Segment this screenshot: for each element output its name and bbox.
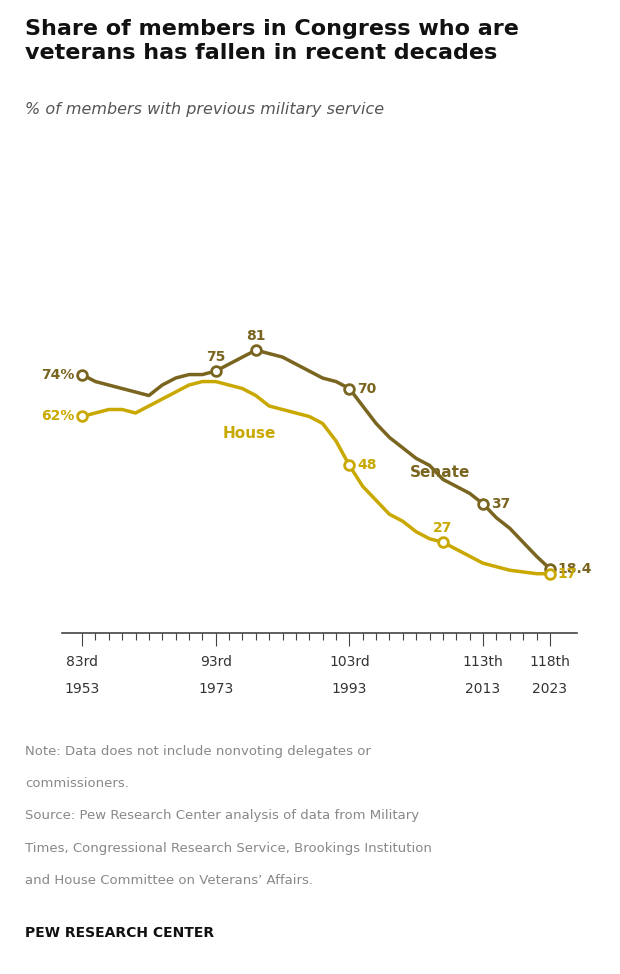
Text: 75: 75 — [206, 350, 226, 364]
Text: 2023: 2023 — [533, 682, 567, 695]
Text: 17: 17 — [558, 567, 577, 581]
Text: 2013: 2013 — [466, 682, 500, 695]
Text: 1953: 1953 — [64, 682, 100, 695]
Text: 1993: 1993 — [332, 682, 367, 695]
Text: Senate: Senate — [410, 465, 470, 480]
Text: and House Committee on Veterans’ Affairs.: and House Committee on Veterans’ Affairs… — [25, 874, 313, 886]
Text: 70: 70 — [357, 382, 376, 395]
Text: 62%: 62% — [41, 409, 74, 424]
Text: 93rd: 93rd — [200, 655, 232, 668]
Text: 83rd: 83rd — [66, 655, 98, 668]
Text: Share of members in Congress who are
veterans has fallen in recent decades: Share of members in Congress who are vet… — [25, 19, 519, 63]
Text: Source: Pew Research Center analysis of data from Military: Source: Pew Research Center analysis of … — [25, 809, 419, 822]
Text: 103rd: 103rd — [329, 655, 370, 668]
Text: 81: 81 — [246, 329, 265, 343]
Text: % of members with previous military service: % of members with previous military serv… — [25, 102, 384, 117]
Text: Note: Data does not include nonvoting delegates or: Note: Data does not include nonvoting de… — [25, 745, 371, 758]
Text: 27: 27 — [433, 521, 453, 536]
Text: 48: 48 — [357, 459, 377, 472]
Text: Times, Congressional Research Service, Brookings Institution: Times, Congressional Research Service, B… — [25, 842, 432, 854]
Text: 74%: 74% — [41, 367, 74, 382]
Text: 1973: 1973 — [198, 682, 233, 695]
Text: 37: 37 — [491, 497, 510, 510]
Text: PEW RESEARCH CENTER: PEW RESEARCH CENTER — [25, 926, 214, 940]
Text: House: House — [223, 427, 276, 441]
Text: 18.4: 18.4 — [558, 562, 592, 576]
Text: commissioners.: commissioners. — [25, 777, 129, 790]
Text: 118th: 118th — [529, 655, 570, 668]
Text: 113th: 113th — [463, 655, 503, 668]
